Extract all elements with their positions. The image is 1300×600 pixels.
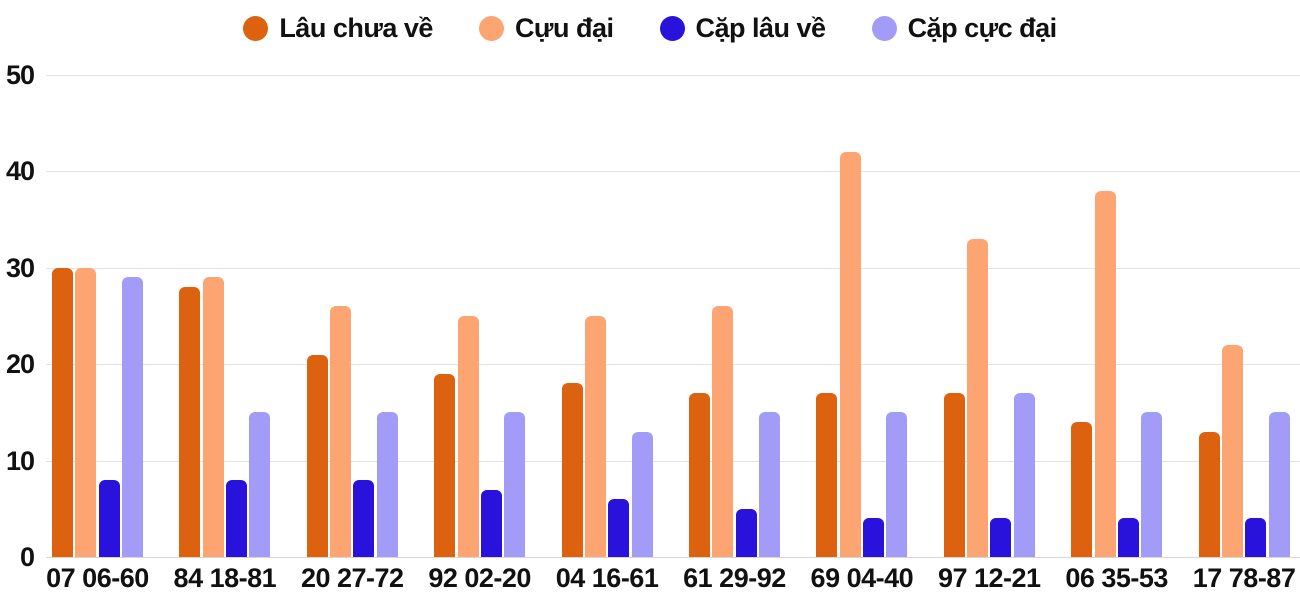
bar-69_04-40-series-1[interactable] — [839, 152, 861, 557]
bar-04_16-61-series-3[interactable] — [631, 431, 653, 557]
bar-61_29-92-series-2[interactable] — [735, 508, 757, 557]
legend-item-0[interactable]: Lâu chưa về — [243, 13, 433, 44]
x-tick-label-6: 69 04-40 — [810, 563, 914, 593]
bar-20_27-72-series-2[interactable] — [353, 479, 375, 557]
bar-97_12-21-series-3[interactable] — [1013, 393, 1035, 557]
legend-item-3[interactable]: Cặp cực đại — [871, 12, 1058, 44]
bar-07_06-60-series-3[interactable] — [121, 277, 143, 557]
gridline-10 — [46, 460, 1300, 462]
bar-92_02-20-series-2[interactable] — [480, 489, 502, 557]
y-tick-label-30: 30 — [5, 252, 35, 283]
bar-61_29-92-series-1[interactable] — [712, 306, 734, 557]
bar-06_35-53-series-0[interactable] — [1071, 422, 1093, 557]
legend-item-2[interactable]: Cặp lâu về — [659, 12, 827, 44]
bar-17_78-87-series-2[interactable] — [1245, 518, 1267, 557]
bar-97_12-21-series-0[interactable] — [943, 393, 965, 557]
x-tick-label-4: 04 16-61 — [555, 563, 659, 593]
bar-84_18-81-series-0[interactable] — [179, 287, 201, 557]
x-tick-label-7: 97 12-21 — [937, 563, 1041, 593]
bar-61_29-92-series-3[interactable] — [758, 412, 780, 557]
bar-20_27-72-series-1[interactable] — [330, 306, 352, 557]
bar-84_18-81-series-2[interactable] — [226, 479, 247, 557]
bar-20_27-72-series-3[interactable] — [376, 412, 398, 557]
x-tick-label-2: 20 27-72 — [300, 563, 404, 593]
bar-06_35-53-series-3[interactable] — [1141, 412, 1163, 557]
legend-series-label: Cựu đại — [514, 12, 614, 43]
bar-07_06-60-series-0[interactable] — [52, 267, 73, 557]
x-tick-label-9: 17 78-87 — [1192, 563, 1296, 593]
y-tick-label-50: 50 — [5, 60, 35, 90]
legend-series-color-dot-icon — [478, 15, 504, 41]
x-tick-label-3: 92 02-20 — [428, 563, 531, 593]
bar-17_78-87-series-3[interactable] — [1268, 412, 1290, 557]
x-axis-baseline — [46, 557, 1300, 558]
gridline-50 — [46, 75, 1300, 76]
bar-97_12-21-series-2[interactable] — [990, 518, 1012, 557]
bar-69_04-40-series-3[interactable] — [886, 412, 908, 557]
y-tick-label-10: 10 — [5, 445, 35, 476]
legend-series-color-dot-icon — [243, 15, 269, 41]
bar-06_35-53-series-1[interactable] — [1094, 190, 1116, 557]
x-tick-label-0: 07 06-60 — [46, 563, 149, 593]
bar-84_18-81-series-3[interactable] — [249, 412, 271, 557]
legend-series-label: Cặp lâu về — [695, 12, 827, 43]
y-tick-label-40: 40 — [5, 156, 35, 187]
chart-legend: Lâu chưa về Cựu đại Cặp lâu về Cặp cực đại — [0, 8, 1300, 48]
bar-69_04-40-series-0[interactable] — [816, 393, 838, 557]
bar-06_35-53-series-2[interactable] — [1117, 518, 1139, 557]
bar-92_02-20-series-3[interactable] — [504, 412, 526, 557]
x-tick-label-8: 06 35-53 — [1065, 563, 1168, 593]
legend-series-color-dot-icon — [871, 15, 897, 41]
legend-item-1[interactable]: Cựu đại — [478, 12, 614, 44]
legend-series-label: Cặp cực đại — [907, 12, 1058, 43]
bar-07_06-60-series-1[interactable] — [75, 267, 97, 557]
legend-series-color-dot-icon — [659, 15, 685, 41]
gridline-20 — [46, 364, 1300, 366]
bar-20_27-72-series-0[interactable] — [306, 354, 328, 557]
bar-07_06-60-series-2[interactable] — [98, 479, 120, 557]
y-tick-label-20: 20 — [5, 349, 35, 380]
gridline-30 — [46, 267, 1300, 269]
bar-84_18-81-series-1[interactable] — [202, 277, 224, 557]
x-tick-label-1: 84 18-81 — [173, 563, 277, 593]
bar-17_78-87-series-1[interactable] — [1221, 344, 1243, 557]
x-tick-label-5: 61 29-92 — [683, 563, 786, 593]
legend-series-label: Lâu chưa về — [279, 12, 433, 43]
y-tick-label-0: 0 — [19, 542, 35, 572]
bar-69_04-40-series-2[interactable] — [863, 518, 884, 557]
bar-97_12-21-series-1[interactable] — [967, 238, 989, 557]
bar-04_16-61-series-2[interactable] — [608, 499, 630, 557]
bar-17_78-87-series-0[interactable] — [1198, 431, 1220, 557]
bar-92_02-20-series-1[interactable] — [457, 316, 479, 557]
bar-04_16-61-series-0[interactable] — [561, 383, 583, 557]
bar-04_16-61-series-1[interactable] — [584, 316, 606, 557]
gridline-40 — [46, 171, 1300, 173]
bar-61_29-92-series-0[interactable] — [689, 393, 710, 557]
bar-92_02-20-series-0[interactable] — [434, 373, 456, 557]
